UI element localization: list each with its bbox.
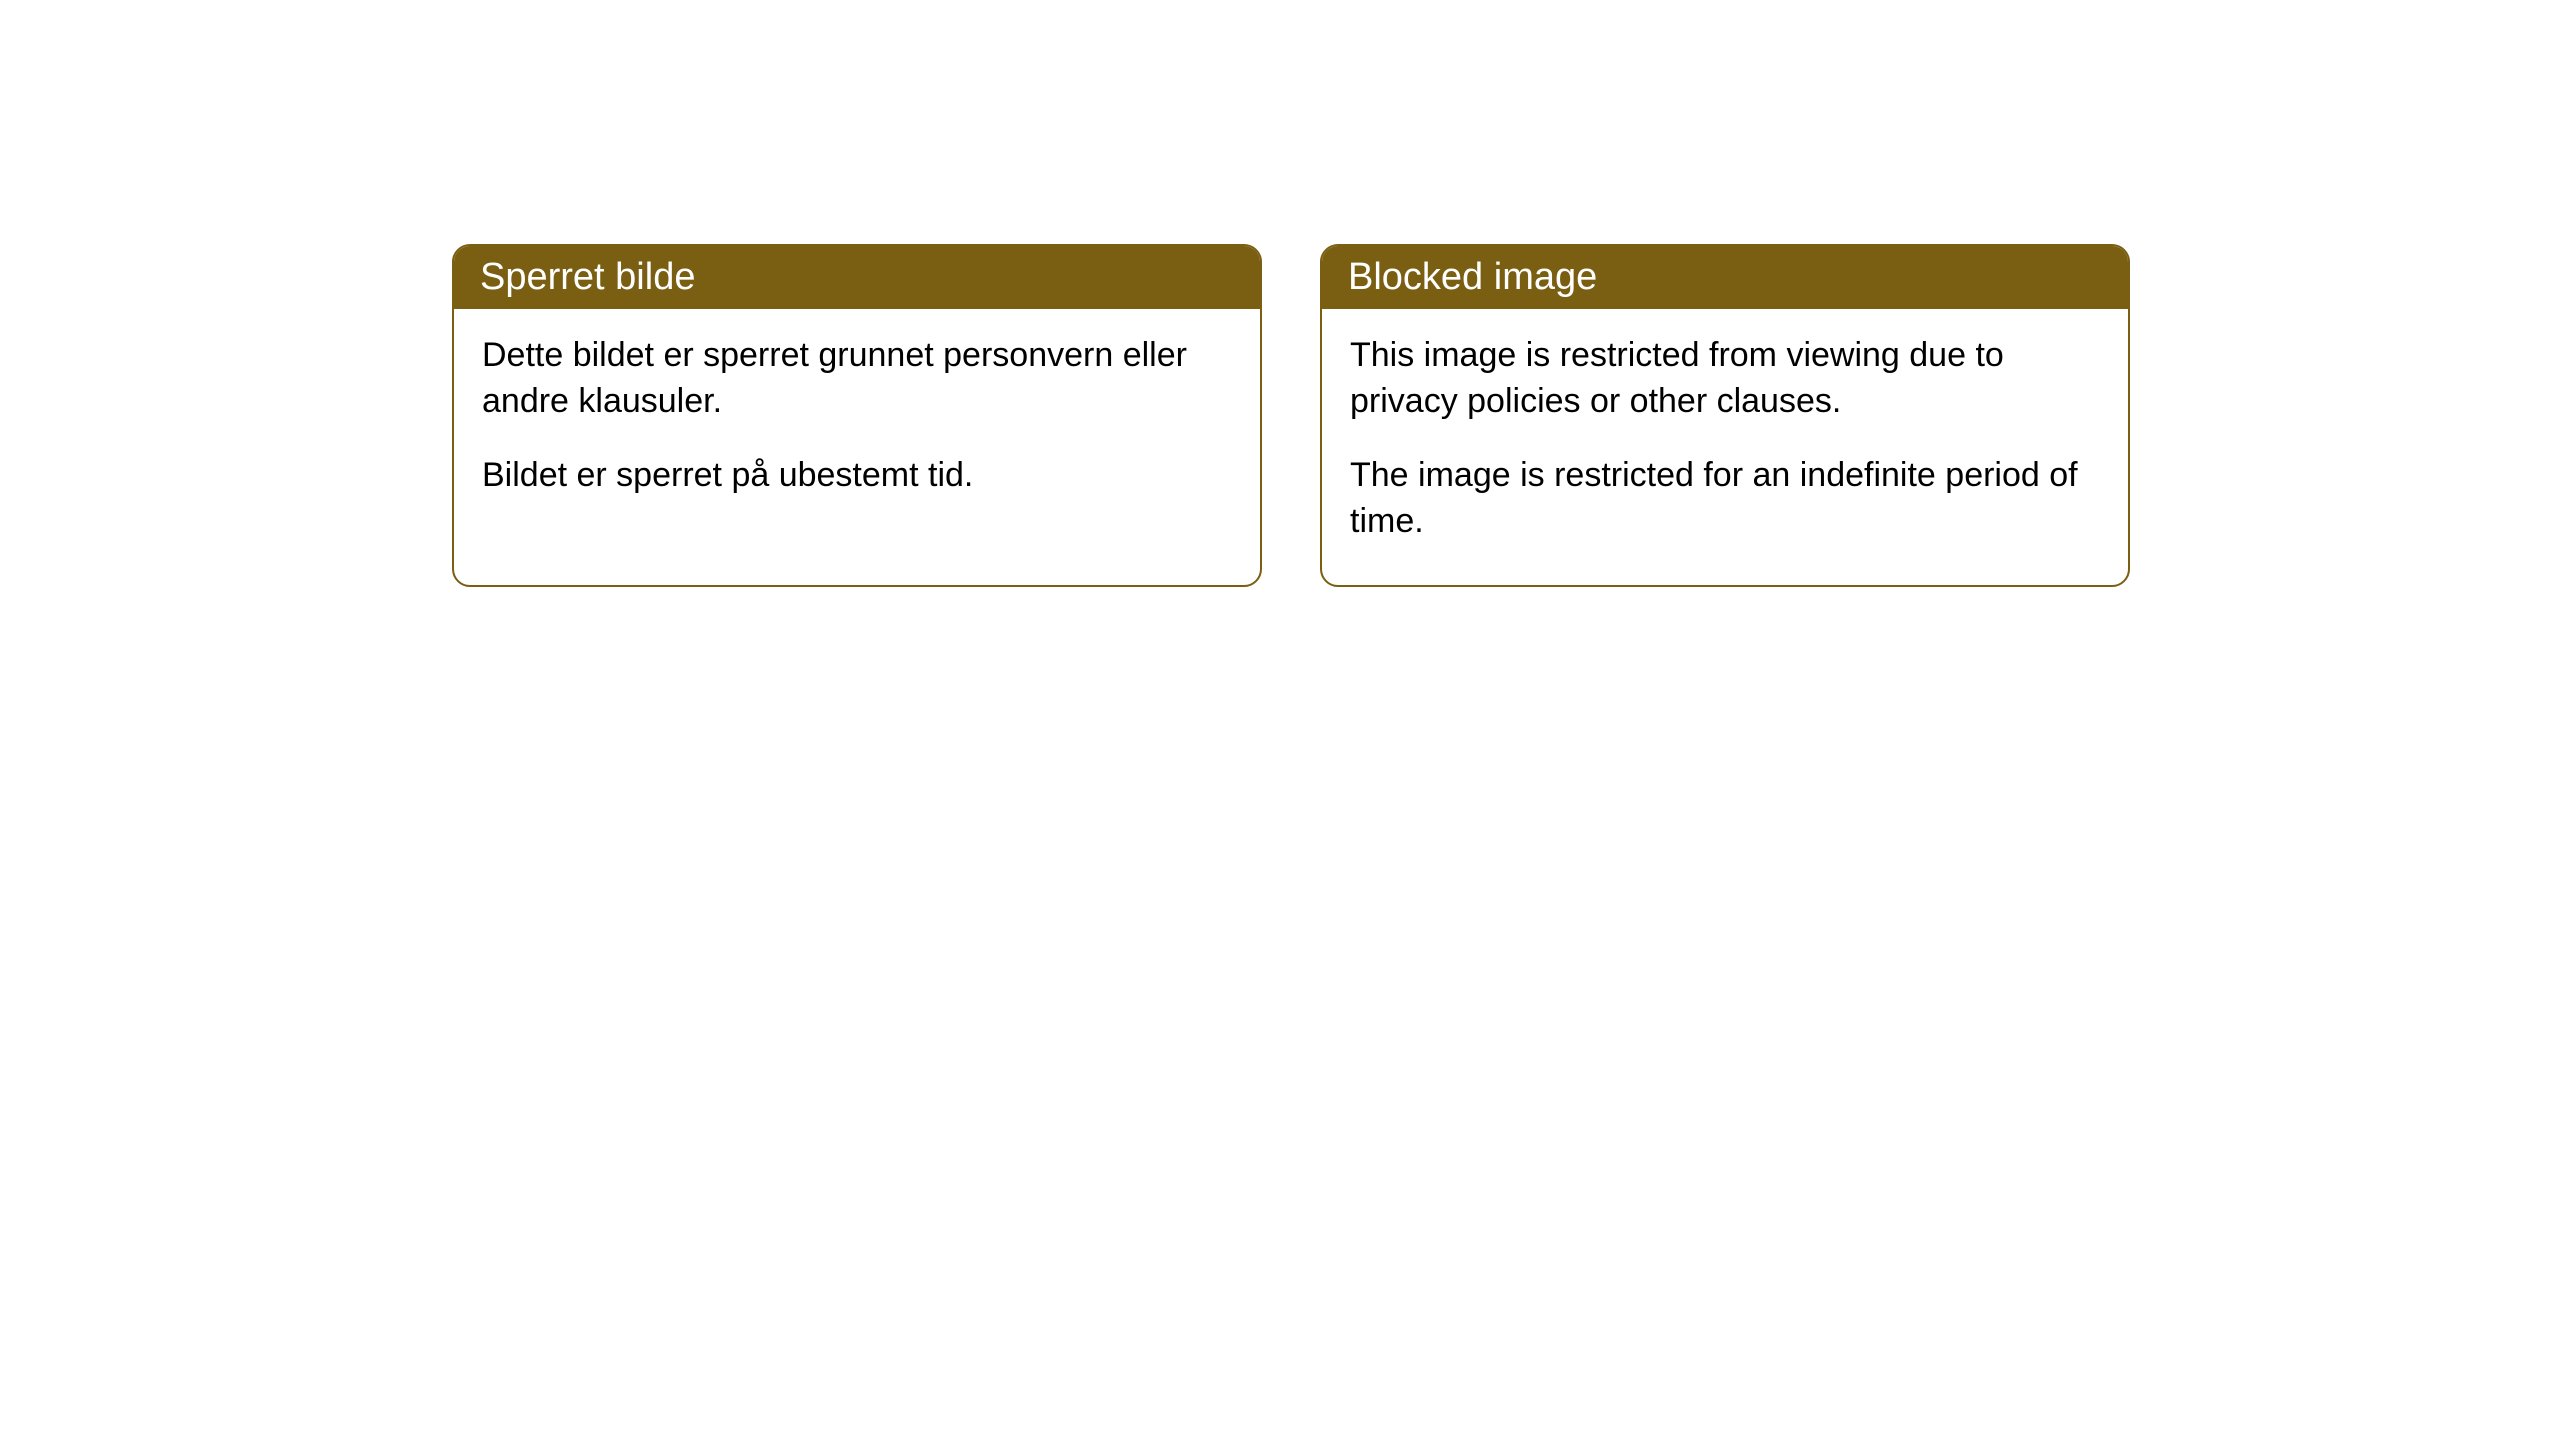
card-body: Dette bildet er sperret grunnet personve… <box>454 309 1260 539</box>
card-paragraph: The image is restricted for an indefinit… <box>1350 453 2100 545</box>
notice-cards-container: Sperret bilde Dette bildet er sperret gr… <box>452 244 2130 587</box>
card-paragraph: Dette bildet er sperret grunnet personve… <box>482 333 1232 425</box>
notice-card-norwegian: Sperret bilde Dette bildet er sperret gr… <box>452 244 1262 587</box>
card-title: Blocked image <box>1322 246 2128 309</box>
card-body: This image is restricted from viewing du… <box>1322 309 2128 585</box>
card-title: Sperret bilde <box>454 246 1260 309</box>
card-paragraph: Bildet er sperret på ubestemt tid. <box>482 453 1232 499</box>
notice-card-english: Blocked image This image is restricted f… <box>1320 244 2130 587</box>
card-paragraph: This image is restricted from viewing du… <box>1350 333 2100 425</box>
